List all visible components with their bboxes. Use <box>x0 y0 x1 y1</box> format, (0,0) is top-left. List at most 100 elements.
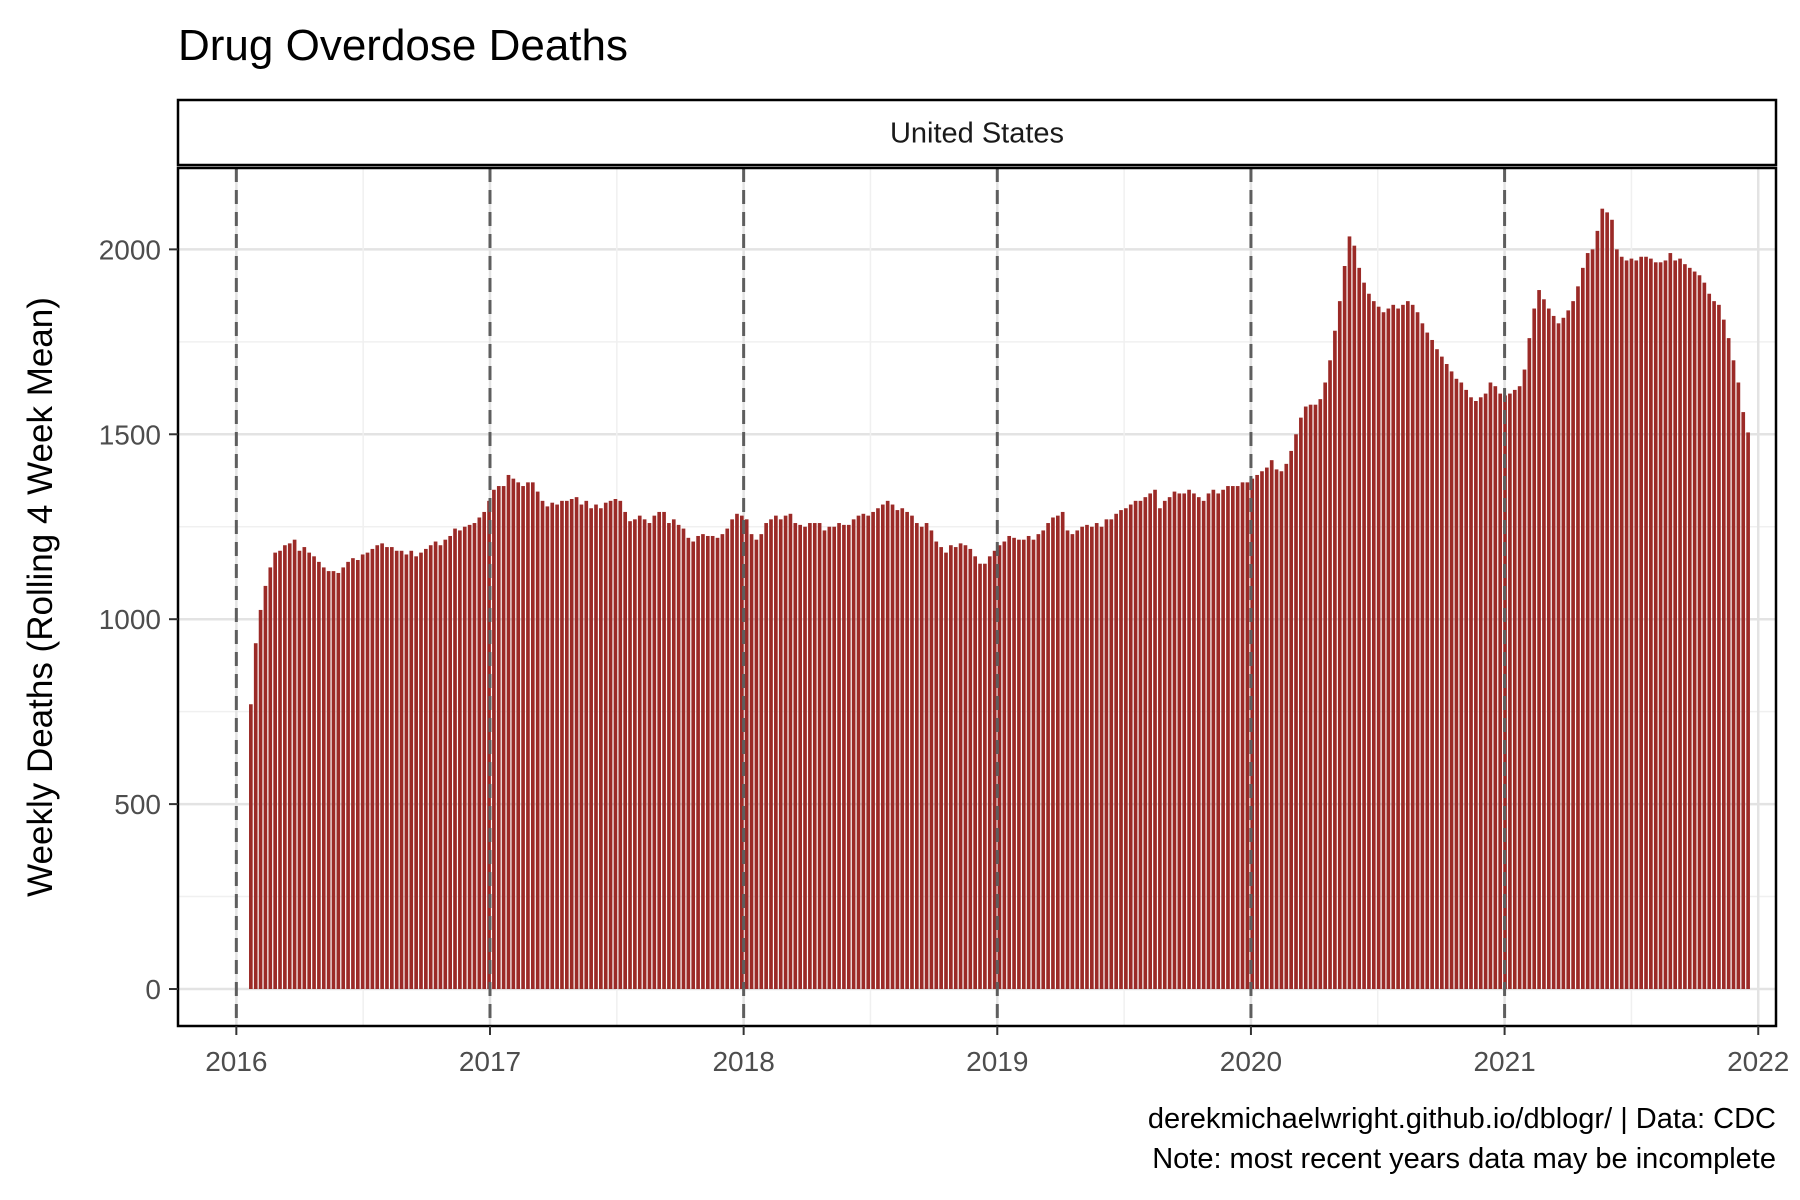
bar <box>1367 293 1371 990</box>
bar <box>905 511 909 990</box>
bar <box>1415 312 1420 990</box>
bar <box>1454 378 1459 990</box>
bar <box>647 523 652 990</box>
bar <box>462 526 467 990</box>
bar <box>1250 478 1255 990</box>
bar <box>1167 497 1172 990</box>
bar <box>1284 463 1289 990</box>
bar <box>1055 515 1060 990</box>
bar <box>919 526 924 990</box>
bar <box>1410 304 1415 990</box>
bar <box>1663 260 1668 990</box>
bar <box>321 567 326 990</box>
bar <box>730 519 734 990</box>
bar <box>399 550 404 990</box>
bar <box>992 550 997 990</box>
bar <box>404 554 409 990</box>
bar <box>1148 493 1153 990</box>
bar <box>1090 526 1094 990</box>
bar <box>1687 267 1692 990</box>
bar <box>1590 249 1595 990</box>
bar <box>1260 471 1264 990</box>
bar <box>506 474 511 990</box>
bar <box>1070 534 1075 990</box>
bar <box>774 515 778 990</box>
bar <box>1240 482 1245 990</box>
bar <box>953 547 958 990</box>
bar <box>608 500 613 990</box>
bar <box>1381 312 1386 990</box>
bar <box>1615 249 1619 990</box>
bar <box>1576 286 1580 990</box>
bar <box>535 491 540 990</box>
bar <box>496 486 501 990</box>
bar <box>1094 523 1099 990</box>
bar <box>846 524 851 990</box>
bar <box>1619 256 1624 990</box>
bar <box>949 545 953 990</box>
bar <box>623 511 627 990</box>
bar <box>1512 389 1517 990</box>
bar <box>1532 308 1537 990</box>
bar <box>968 548 973 990</box>
bar <box>1649 258 1653 990</box>
bar <box>1211 489 1216 990</box>
bar <box>1556 323 1561 990</box>
bar <box>1537 290 1541 990</box>
bar <box>1085 524 1089 990</box>
bar <box>1012 537 1016 990</box>
bar <box>1036 534 1041 990</box>
x-tick-label: 2016 <box>205 1046 267 1077</box>
x-tick-label: 2022 <box>1727 1046 1789 1077</box>
bar <box>482 511 487 990</box>
bar <box>346 561 350 990</box>
bar <box>540 500 545 990</box>
bar <box>273 552 277 990</box>
x-tick-label: 2019 <box>966 1046 1028 1077</box>
bar <box>944 552 948 990</box>
bar <box>1469 397 1473 990</box>
bar <box>1158 508 1162 990</box>
bar <box>1162 500 1167 990</box>
bar <box>997 545 1002 990</box>
bar <box>1026 535 1031 990</box>
bar <box>1201 500 1206 990</box>
bar <box>1731 360 1736 990</box>
bar <box>1265 467 1269 990</box>
bar <box>1639 256 1643 990</box>
bar <box>1474 400 1478 990</box>
bar <box>501 486 506 990</box>
bar <box>1440 356 1444 990</box>
bar <box>511 478 516 990</box>
bar <box>584 500 589 990</box>
bar <box>1736 382 1741 990</box>
bar <box>1333 330 1337 990</box>
bar <box>1328 360 1332 990</box>
bar <box>331 571 336 990</box>
bar <box>783 515 788 990</box>
bar <box>550 502 555 990</box>
bar <box>885 500 890 990</box>
bar <box>1279 471 1284 990</box>
y-axis-title: Weekly Deaths (Rolling 4 Week Mean) <box>21 297 60 897</box>
bar <box>686 537 691 990</box>
bar <box>1683 264 1687 990</box>
bar <box>1459 382 1464 990</box>
bar <box>696 535 700 990</box>
bar <box>1605 212 1609 990</box>
bar <box>424 548 428 990</box>
bar <box>978 563 982 990</box>
bar <box>1002 541 1007 990</box>
bar <box>258 609 263 990</box>
bar <box>720 534 725 990</box>
bar <box>389 547 394 990</box>
bar <box>710 535 715 990</box>
bar <box>1624 260 1629 990</box>
bar <box>278 550 282 990</box>
bar <box>910 515 914 990</box>
x-tick-label: 2017 <box>459 1046 521 1077</box>
bar <box>341 567 346 990</box>
bar <box>1692 271 1697 990</box>
bar <box>1182 493 1187 990</box>
